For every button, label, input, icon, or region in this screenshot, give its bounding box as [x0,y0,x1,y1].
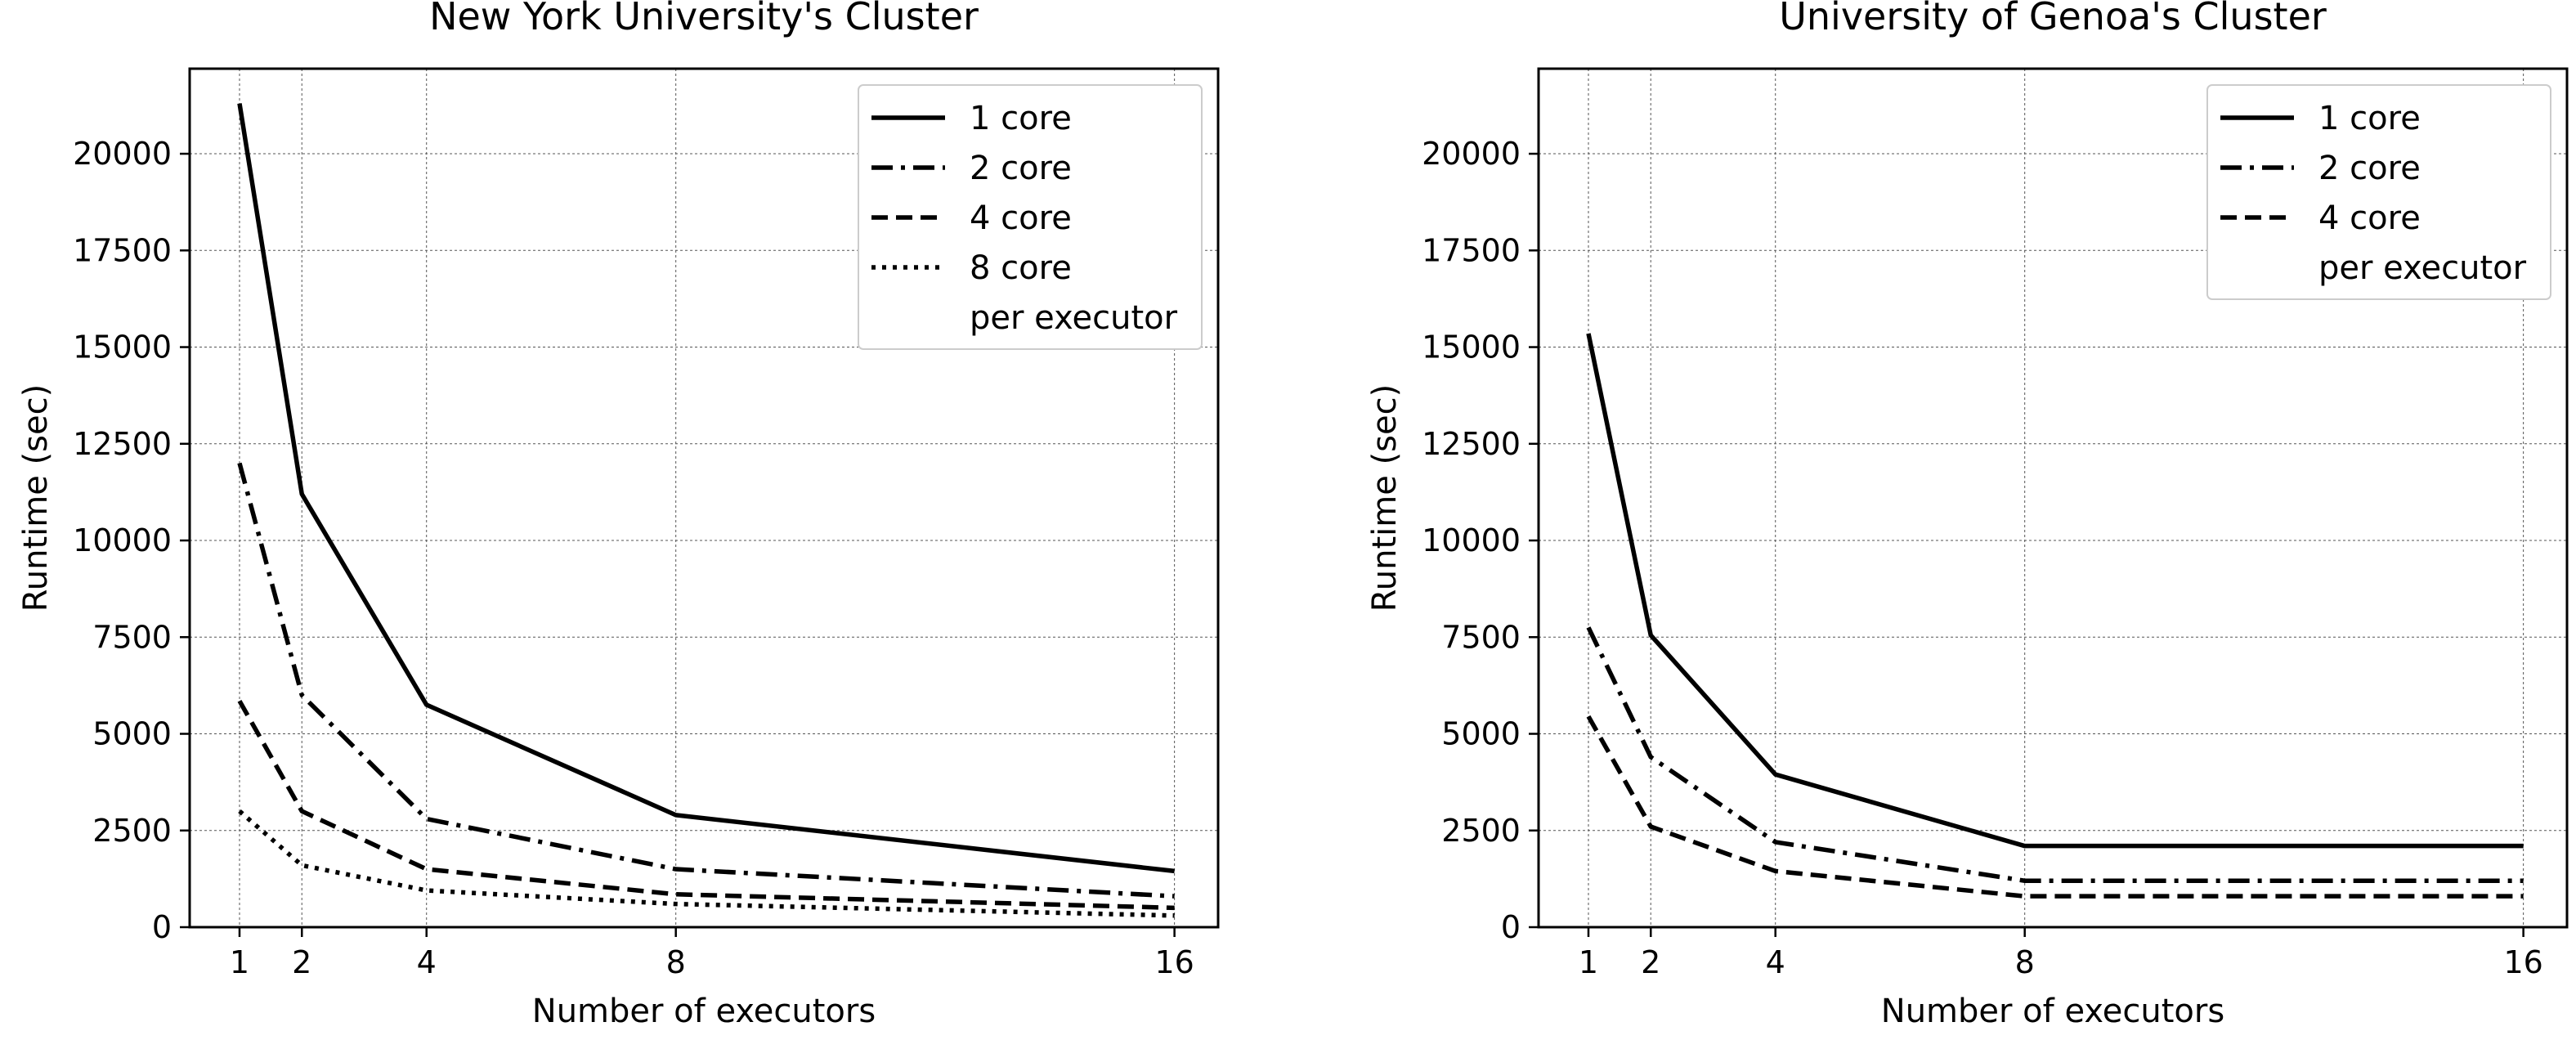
plot-frame [188,67,1220,929]
legend-box [858,84,1203,350]
x-tick-label: 1 [1579,944,1598,980]
series-line-8-core [238,809,1175,918]
legend-note: per executor [970,299,1178,337]
x-tick-label: 16 [1154,944,1194,980]
series-line-1-core [1586,333,2524,849]
x-tick-label: 2 [1641,944,1660,980]
y-tick-label: 5000 [1441,716,1521,752]
y-tick-label: 10000 [73,522,172,558]
x-tick-label: 4 [417,944,437,980]
plot-frame [1537,67,2569,929]
x-tick-label: 1 [230,944,249,980]
y-tick-label: 2500 [1441,813,1521,849]
y-tick-label: 15000 [1422,329,1521,365]
y-tick-label: 15000 [73,329,172,365]
x-axis-label: Number of executors [1881,993,2224,1030]
x-axis-label: Number of executors [532,993,876,1030]
chart-panel-1: New York University's Cluster 1 2 4 8 16 0 2500… [17,0,1220,1030]
legend-entry: 8 core [970,249,1072,287]
legend-entry: 4 core [970,199,1072,237]
series-line-2-core [237,462,1175,899]
y-tick-label: 17500 [1422,232,1521,268]
y-axis-label: Runtime (sec) [1366,384,1404,612]
y-tick-label: 5000 [92,716,172,752]
x-tick-label: 2 [292,944,311,980]
legend-entry: 1 core [2318,100,2421,137]
x-tick-label: 8 [666,944,686,980]
legend-entry: 2 core [2318,150,2421,187]
y-tick-label: 2500 [92,813,172,849]
x-tick-label: 16 [2503,944,2542,980]
legend-entry: 2 core [970,150,1072,187]
y-tick-label: 20000 [1422,136,1521,172]
legend-entry: 1 core [970,100,1072,137]
y-tick-label: 0 [152,909,172,945]
y-axis-label: Runtime (sec) [17,384,55,612]
series-line-2-core [1586,626,2524,883]
legend: 1 core 2 core 4 core per executor [2206,84,2551,300]
y-tick-label: 12500 [73,426,172,462]
legend: 1 core 2 core 4 core 8 core per executor [858,84,1203,350]
series-line-4-core [237,699,1175,911]
series-line-4-core [1586,715,2524,899]
x-tick-label: 4 [1766,944,1785,980]
y-tick-label: 0 [1501,909,1521,945]
y-tick-label: 10000 [1422,522,1521,558]
legend-note: per executor [2318,249,2527,287]
chart-title: University of Genoa's Cluster [1779,0,2327,38]
y-tick-label: 20000 [73,136,172,172]
series-line-1-core [237,103,1175,874]
x-tick-label: 8 [2015,944,2035,980]
chart-title: New York University's Cluster [429,0,979,38]
y-tick-label: 12500 [1422,426,1521,462]
y-tick-label: 7500 [92,619,172,655]
y-tick-label: 7500 [1441,619,1521,655]
legend-entry: 4 core [2318,199,2421,237]
y-tick-label: 17500 [73,232,172,268]
legend-box [2206,84,2551,300]
chart-panel-2: University of Genoa's Cluster 1 2 4 8 16 0 2500… [1366,0,2569,1030]
